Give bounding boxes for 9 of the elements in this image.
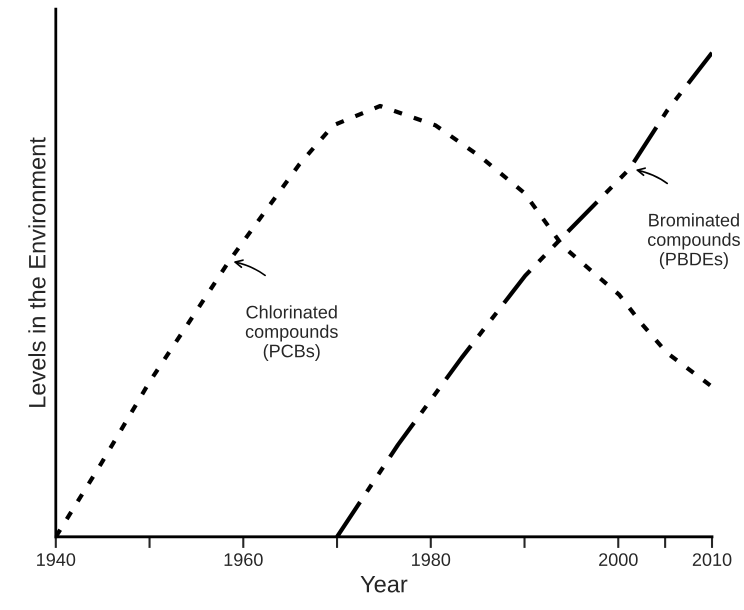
x-axis-title: Year <box>360 576 408 592</box>
x-tick-label: 1980 <box>412 553 450 566</box>
x-tick-label: 1940 <box>37 553 76 566</box>
annotation: Brominated compounds (PBDEs) <box>648 213 740 269</box>
annotation: Chlorinated compounds (PCBs) <box>246 305 338 361</box>
x-tick-label: 2010 <box>692 553 732 566</box>
y-axis-title: Levels in the Environment <box>28 137 46 407</box>
x-tick-label: 1960 <box>224 553 263 566</box>
x-tick-label: 2000 <box>599 553 638 566</box>
